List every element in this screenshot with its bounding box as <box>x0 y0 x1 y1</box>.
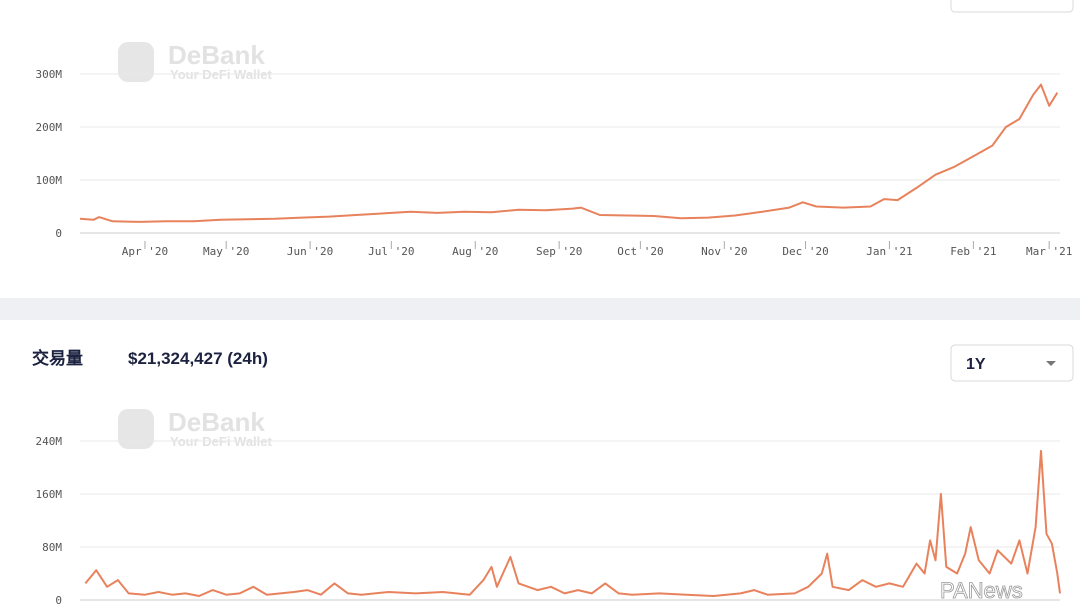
x-tick-label: Aug '20 <box>452 245 498 258</box>
data-line <box>79 83 1059 223</box>
watermark-logo <box>118 42 154 82</box>
range-selector-label: 1Y <box>966 356 986 373</box>
section-title: 交易量 <box>32 348 83 368</box>
watermark-brand: DeBank <box>168 40 265 70</box>
data-line <box>84 449 1061 597</box>
x-tick-label: Jun '20 <box>287 245 333 258</box>
x-tick-label: May '20 <box>203 245 249 258</box>
watermark-news: PANews <box>940 578 1023 603</box>
x-tick-label: Nov '20 <box>701 245 747 258</box>
watermark-logo <box>118 409 154 449</box>
y-tick-label: 0 <box>55 594 62 605</box>
watermark-brand: DeBank <box>168 407 265 437</box>
y-tick-label: 160M <box>36 488 63 501</box>
range-selector-label: 1Y <box>966 0 986 4</box>
x-tick-label: Mar '21 <box>1026 245 1072 258</box>
x-tick-label: Apr '20 <box>122 245 168 258</box>
x-tick-label: Feb '21 <box>950 245 996 258</box>
x-tick-label: Jul '20 <box>368 245 414 258</box>
section-divider <box>0 298 1080 320</box>
y-tick-label: 0 <box>55 227 62 240</box>
x-tick-label: Jan '21 <box>866 245 912 258</box>
y-tick-label: 240M <box>36 435 63 448</box>
dropdown-arrow <box>1046 361 1056 366</box>
x-tick-label: Sep '20 <box>536 245 582 258</box>
section-title: 总锁仓量 <box>32 0 100 1</box>
range-selector[interactable] <box>950 344 1074 382</box>
x-tick-label: Dec '20 <box>782 245 828 258</box>
section-value: $21,324,427 (24h) <box>128 349 268 368</box>
y-tick-label: 300M <box>36 68 63 81</box>
y-tick-label: 200M <box>36 121 63 134</box>
section-value: $265,345,719 <box>128 0 232 1</box>
y-tick-label: 80M <box>42 541 62 554</box>
y-tick-label: 100M <box>36 174 63 187</box>
x-tick-label: Oct '20 <box>617 245 663 258</box>
range-selector[interactable] <box>950 0 1074 13</box>
